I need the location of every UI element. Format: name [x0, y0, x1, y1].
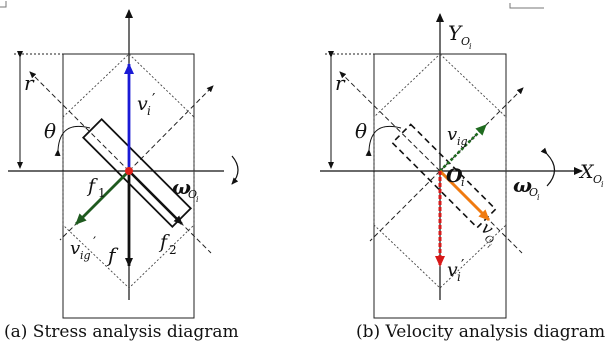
stress-analysis-diagram: r θ v i ′ ω O: [0, 1, 238, 318]
label-vig: v ig: [447, 124, 468, 148]
svg-text:i: i: [461, 176, 465, 189]
tilted-block: [83, 119, 190, 226]
corner-mark: [0, 1, 6, 7]
label-f: f: [106, 243, 119, 267]
svg-text:r: r: [24, 71, 35, 95]
svg-text:1: 1: [98, 186, 106, 200]
center-point: [125, 167, 133, 175]
label-f1: f 1: [86, 175, 106, 200]
svg-text:ig: ig: [80, 249, 91, 262]
label-Y-axis: Y O i: [448, 21, 472, 51]
label-vi-prime-b: v i ′: [447, 256, 465, 284]
label-X-axis: X O i: [578, 161, 604, 189]
svg-text:ig: ig: [457, 135, 468, 148]
label-Oi: O i: [446, 165, 465, 189]
svg-text:i: i: [147, 104, 151, 118]
theta-label: θ: [44, 119, 56, 143]
svg-text:2: 2: [169, 243, 177, 257]
dashed-diagonal-sw-b: [370, 171, 440, 241]
label-vi-prime: v i ′: [137, 90, 156, 118]
svg-text:′: ′: [152, 90, 156, 108]
caption-a: (a) Stress analysis diagram: [4, 322, 239, 342]
svg-text:i: i: [469, 42, 472, 51]
caption-b: (b) Velocity analysis diagram: [356, 322, 605, 342]
velocity-analysis-diagram: r θ Y O i X O i v: [320, 3, 604, 318]
corner-mark-right: [510, 3, 544, 8]
label-f2: f 2: [158, 231, 177, 257]
svg-text:v: v: [447, 124, 457, 145]
label-omega-a: ω O i: [172, 175, 199, 204]
svg-text:′: ′: [93, 235, 96, 251]
svg-text:f: f: [86, 175, 98, 197]
label-omega-b: ω O i: [513, 173, 540, 202]
svg-text:f: f: [106, 243, 119, 267]
svg-text:v: v: [70, 238, 80, 259]
svg-text:i: i: [601, 180, 604, 189]
rotation-arrow-b: [547, 154, 555, 186]
theta-label-b: θ: [355, 119, 367, 143]
label-vOi: v O i: [473, 218, 503, 250]
svg-text:′: ′: [461, 256, 465, 274]
svg-text:i: i: [196, 195, 199, 204]
svg-text:i: i: [537, 193, 540, 202]
r-label: r: [24, 71, 35, 95]
rotation-arrow: [232, 156, 238, 184]
r-label-b: r: [335, 71, 346, 95]
label-vig-prime: v ig ′: [70, 235, 96, 262]
